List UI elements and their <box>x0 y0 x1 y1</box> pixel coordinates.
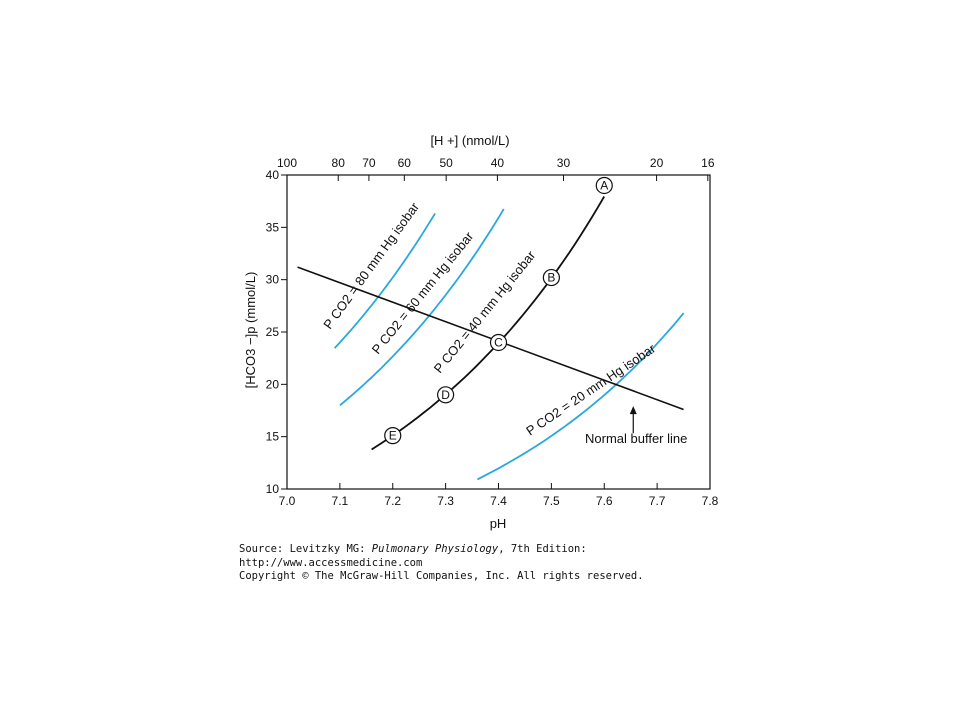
axis-ticks: 7.0 7.1 7.2 7.3 7.4 7.5 7.6 7.7 7.8 10 15 20 25 30 35 4… <box>266 156 719 508</box>
x-tick-label: 7.2 <box>384 494 401 508</box>
top-tick-label: 16 <box>701 156 715 170</box>
isobar-80-line <box>333 213 436 349</box>
top-tick-label: 60 <box>398 156 412 170</box>
top-tick-label: 100 <box>277 156 297 170</box>
x-tick-label: 7.4 <box>490 494 507 508</box>
source-footer: Source: Levitzky MG: Pulmonary Physiolog… <box>239 543 644 584</box>
y-tick-label: 15 <box>266 430 280 444</box>
series-layer <box>297 196 685 481</box>
x-tick-label: 7.0 <box>279 494 296 508</box>
x-tick-label: 7.7 <box>649 494 666 508</box>
point-a-label: A <box>600 178 608 192</box>
buffer-arrow-head <box>629 406 637 415</box>
x-tick-label: 7.8 <box>702 494 719 508</box>
y-tick-label: 30 <box>266 273 280 287</box>
point-c-label: C <box>494 335 503 349</box>
y-tick-label: 35 <box>266 220 280 234</box>
top-tick-label: 80 <box>332 156 346 170</box>
source-suffix: , 7th Edition: <box>498 543 587 555</box>
copyright-notice: Copyright © The McGraw-Hill Companies, I… <box>239 570 644 582</box>
point-b-label: B <box>547 271 555 285</box>
x-tick-label: 7.6 <box>596 494 613 508</box>
book-title: Pulmonary Physiology <box>371 543 499 555</box>
y-tick-label: 40 <box>266 168 280 182</box>
source-prefix: Source: Levitzky MG: <box>239 543 372 555</box>
top-tick-label: 50 <box>439 156 453 170</box>
normal-buffer-line <box>297 266 684 411</box>
top-tick-label: 20 <box>650 156 664 170</box>
buffer-line-label: Normal buffer line <box>585 431 687 446</box>
point-c-marker <box>489 333 508 352</box>
source-line: Source: Levitzky MG: Pulmonary Physiolog… <box>239 543 644 557</box>
isobar-60-line <box>339 208 505 406</box>
y-tick-label: 20 <box>266 377 280 391</box>
point-d-label: D <box>441 388 450 402</box>
point-e-marker <box>384 427 402 445</box>
isobar-40-line <box>371 196 605 451</box>
point-e-label: E <box>389 429 397 443</box>
top-tick-label: 70 <box>362 156 376 170</box>
point-a-marker <box>595 176 613 195</box>
x-tick-label: 7.1 <box>332 494 349 508</box>
y-axis-title: [HCO3 −]p (mmol/L) <box>243 272 258 389</box>
x-tick-label: 7.5 <box>543 494 560 508</box>
isobar-20-line <box>476 312 685 481</box>
isobar-20-label: P CO2 = 20 mm Hg isobar <box>523 340 658 438</box>
top-tick-label: 30 <box>557 156 571 170</box>
source-url: http://www.accessmedicine.com <box>239 556 423 569</box>
y-tick-label: 10 <box>266 482 280 496</box>
x-tick-label: 7.3 <box>437 494 454 508</box>
point-b-marker <box>542 268 560 287</box>
top-tick-label: 40 <box>491 156 505 170</box>
y-tick-label: 25 <box>266 325 280 339</box>
point-d-marker <box>437 386 455 404</box>
x-axis-title: pH <box>490 516 507 531</box>
top-axis-title: [H +] (nmol/L) <box>430 133 509 148</box>
